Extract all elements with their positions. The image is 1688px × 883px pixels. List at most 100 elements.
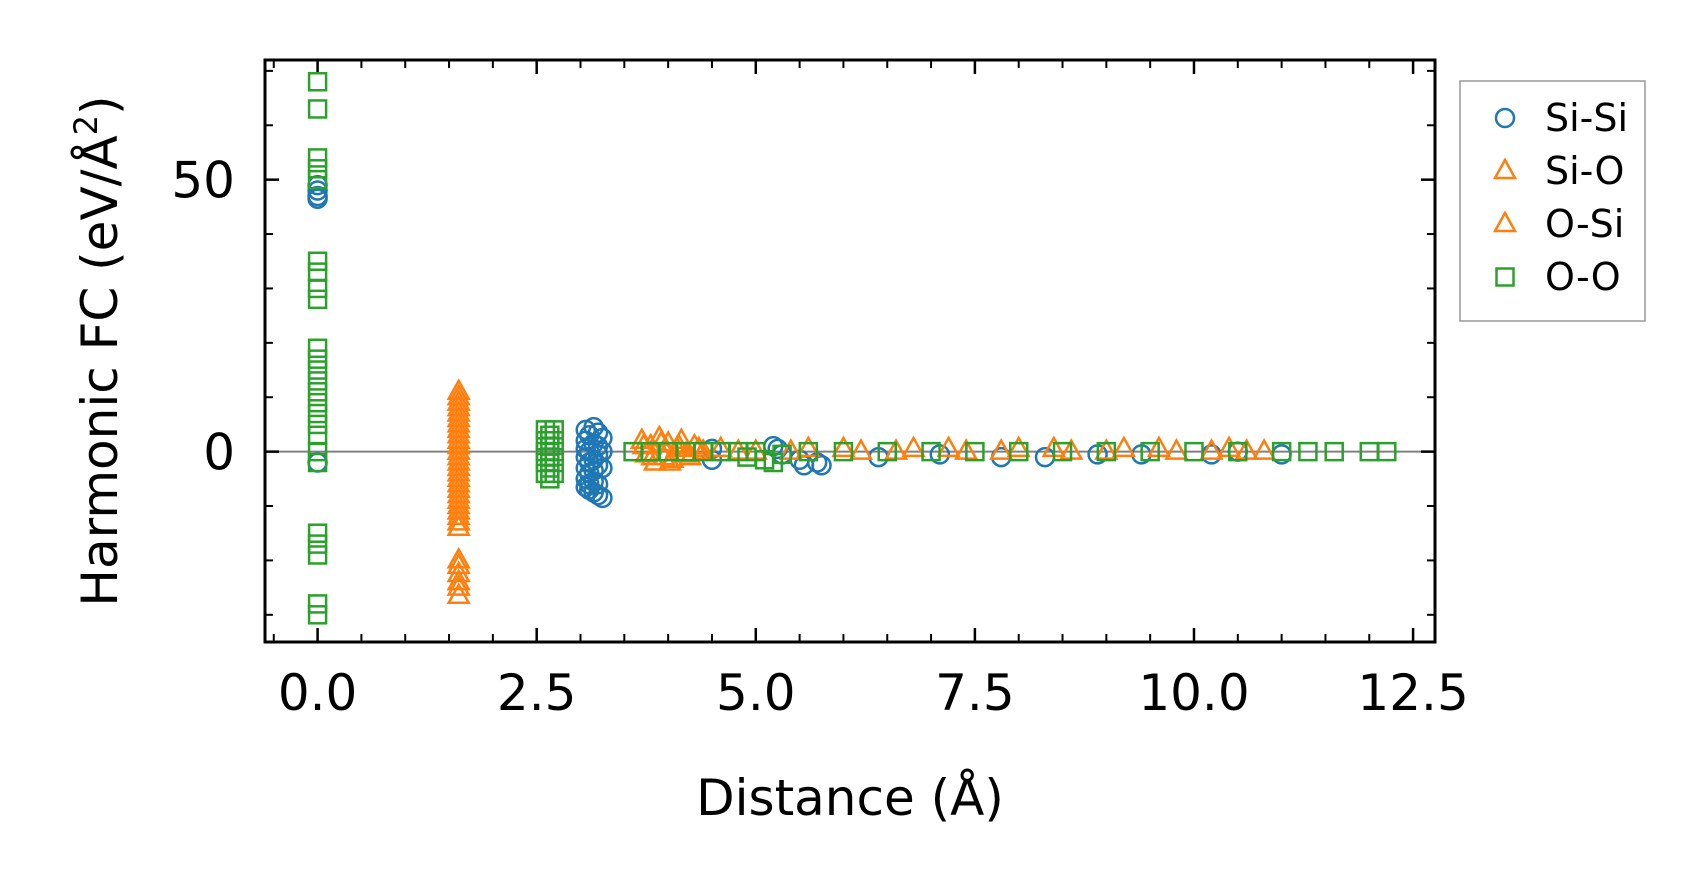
data-point-o-o: [307, 159, 328, 179]
data-point-o-o: [544, 430, 564, 451]
data-point-o-si: [1094, 438, 1119, 460]
data-point-o-o: [307, 338, 328, 359]
data-point-o-o: [921, 441, 941, 462]
data-point-o-si: [936, 435, 961, 458]
y-axis-label-main: Harmonic FC (eV/Å: [71, 135, 129, 606]
data-point-o-o: [1324, 441, 1344, 462]
data-point-o-o: [307, 251, 328, 272]
data-point-o-o: [1298, 441, 1318, 462]
data-point-o-o: [307, 403, 328, 424]
data-point-o-o: [307, 360, 328, 380]
legend-marker-o-si: [1492, 210, 1518, 233]
legend-label-si-o: Si-O: [1545, 149, 1624, 193]
data-point-o-o: [307, 371, 328, 391]
data-point-o-o: [544, 420, 564, 440]
legend-label-si-si: Si-Si: [1545, 96, 1628, 140]
tick-labels: 0.0 2.5 5.0 7.5 10.0 12.5 0 50: [171, 152, 1468, 722]
data-point-o-o: [307, 605, 328, 625]
data-point-si-o: [796, 435, 821, 458]
data-point-si-o: [1111, 435, 1137, 458]
data-markers: [307, 72, 1397, 625]
y-tick-label: 50: [171, 152, 235, 210]
x-tick-label: 7.5: [935, 664, 1015, 722]
data-point-o-o: [307, 441, 328, 462]
data-point-si-si: [811, 454, 832, 476]
data-point-o-o: [307, 278, 328, 299]
data-point-si-si: [592, 441, 613, 462]
x-tick-label: 2.5: [497, 664, 577, 722]
x-tick-label: 10.0: [1138, 664, 1249, 722]
data-point-o-o: [307, 594, 328, 614]
data-point-o-o: [1377, 441, 1397, 462]
data-point-o-si: [446, 481, 471, 504]
data-point-o-o: [1184, 441, 1204, 462]
legend-label-o-o: O-O: [1545, 255, 1621, 299]
data-point-o-si: [446, 405, 471, 428]
plot-frame: [263, 58, 1437, 644]
data-point-o-si: [446, 427, 471, 449]
data-point-si-o: [1164, 438, 1189, 460]
data-point-si-o: [901, 435, 926, 458]
y-axis-label-close: ): [71, 95, 129, 115]
data-point-o-si: [446, 459, 471, 482]
data-point-si-o: [446, 546, 471, 569]
data-point-o-si: [446, 394, 471, 417]
data-point-o-si: [446, 470, 471, 493]
data-point-si-o: [446, 508, 471, 531]
data-point-o-si: [640, 443, 665, 466]
data-point-o-o: [307, 545, 328, 565]
data-point-o-o: [307, 169, 328, 190]
data-point-o-si: [446, 503, 471, 526]
data-point-si-o: [446, 582, 471, 605]
data-point-o-o: [544, 463, 564, 484]
data-point-o-o: [307, 452, 328, 473]
y-axis-label: Harmonic FC (eV/Å2): [67, 95, 129, 606]
data-point-si-o: [708, 435, 733, 458]
data-point-o-o: [772, 444, 792, 465]
data-point-o-o: [798, 441, 819, 462]
data-point-o-si: [446, 492, 471, 515]
data-point-o-si: [649, 429, 674, 452]
data-point-si-o: [1006, 435, 1031, 458]
data-point-si-si: [307, 188, 328, 209]
data-point-o-si: [446, 438, 471, 460]
legend-marker-o-o: [1495, 267, 1515, 287]
legend: Si-Si Si-O O-Si O-O: [1459, 80, 1646, 322]
x-tick-label: 12.5: [1357, 664, 1468, 722]
data-point-o-o: [307, 349, 328, 369]
data-point-o-o: [1052, 441, 1073, 462]
data-point-si-si: [592, 457, 613, 479]
data-point-o-o: [307, 148, 328, 168]
data-point-o-o: [1096, 441, 1117, 462]
legend-label-o-si: O-Si: [1545, 202, 1624, 246]
data-point-o-si: [446, 514, 471, 537]
legend-marker-si-si: [1494, 107, 1516, 129]
data-point-o-o: [1140, 441, 1160, 462]
data-point-o-o: [544, 441, 564, 462]
data-point-o-si: [446, 416, 471, 439]
data-point-si-o: [848, 438, 874, 460]
data-point-si-o: [1251, 438, 1277, 460]
data-point-o-o: [307, 99, 328, 119]
data-point-si-si: [307, 180, 328, 201]
y-axis-label-superscript: 2: [67, 115, 105, 135]
data-point-o-o: [307, 382, 328, 402]
data-point-o-o: [307, 534, 328, 554]
data-point-o-o: [307, 392, 328, 413]
data-point-o-o: [307, 523, 328, 543]
x-tick-label: 0.0: [278, 664, 358, 722]
data-point-si-o: [691, 438, 716, 460]
data-point-si-si: [587, 422, 609, 443]
data-point-o-o: [1228, 441, 1248, 462]
data-point-o-si: [446, 448, 471, 471]
data-point-si-o: [446, 574, 471, 596]
data-point-o-si: [989, 438, 1014, 460]
data-point-o-si: [1199, 438, 1224, 460]
legend-box: [1459, 80, 1646, 322]
data-point-si-si: [592, 427, 613, 449]
data-point-o-o: [965, 441, 985, 462]
data-point-o-o: [1271, 441, 1292, 462]
data-point-o-o: [307, 289, 328, 310]
data-point-o-si: [446, 568, 471, 591]
